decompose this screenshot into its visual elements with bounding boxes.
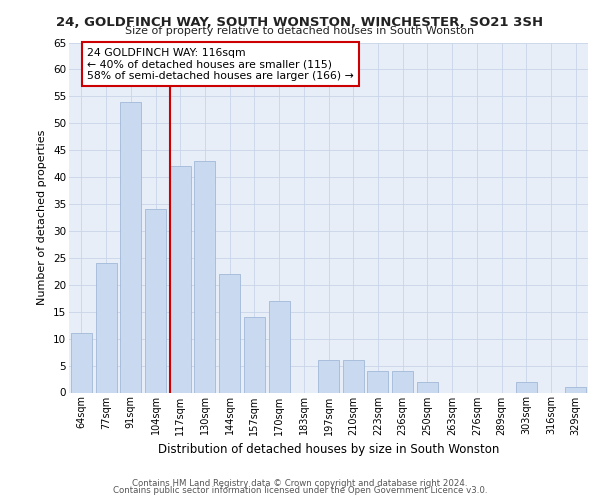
Bar — [516, 382, 537, 392]
Bar — [194, 161, 215, 392]
Bar — [71, 334, 92, 392]
Bar — [120, 102, 141, 393]
Bar — [318, 360, 339, 392]
Text: Contains public sector information licensed under the Open Government Licence v3: Contains public sector information licen… — [113, 486, 487, 495]
X-axis label: Distribution of detached houses by size in South Wonston: Distribution of detached houses by size … — [158, 443, 499, 456]
Bar — [269, 301, 290, 392]
Bar — [244, 317, 265, 392]
Bar — [417, 382, 438, 392]
Text: Contains HM Land Registry data © Crown copyright and database right 2024.: Contains HM Land Registry data © Crown c… — [132, 478, 468, 488]
Bar — [219, 274, 240, 392]
Text: 24, GOLDFINCH WAY, SOUTH WONSTON, WINCHESTER, SO21 3SH: 24, GOLDFINCH WAY, SOUTH WONSTON, WINCHE… — [56, 16, 544, 29]
Bar — [565, 387, 586, 392]
Y-axis label: Number of detached properties: Number of detached properties — [37, 130, 47, 305]
Bar — [170, 166, 191, 392]
Bar — [367, 371, 388, 392]
Bar — [343, 360, 364, 392]
Text: Size of property relative to detached houses in South Wonston: Size of property relative to detached ho… — [125, 26, 475, 36]
Text: 24 GOLDFINCH WAY: 116sqm
← 40% of detached houses are smaller (115)
58% of semi-: 24 GOLDFINCH WAY: 116sqm ← 40% of detach… — [87, 48, 354, 81]
Bar — [95, 264, 116, 392]
Bar — [392, 371, 413, 392]
Bar — [145, 210, 166, 392]
